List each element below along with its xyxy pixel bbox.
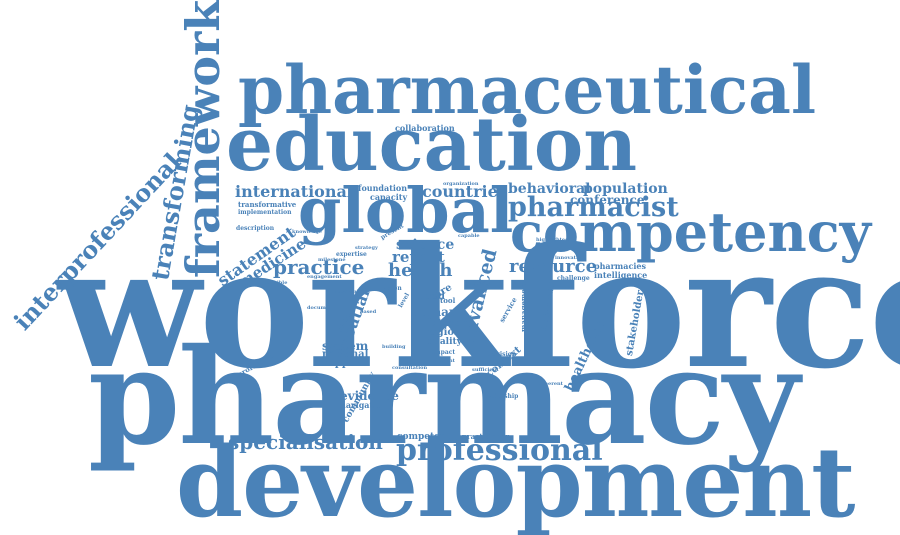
word-description: description xyxy=(236,225,275,232)
word-future: future xyxy=(426,318,462,329)
word-activity: activity xyxy=(470,281,491,287)
word-coherent: coherent xyxy=(538,381,563,387)
word-workforce: workforce xyxy=(58,211,900,406)
word-foundation: foundation xyxy=(358,183,408,193)
word-report: report xyxy=(392,248,445,266)
word-management: management xyxy=(519,280,528,332)
word-education: education xyxy=(226,102,638,188)
word-quality: quality xyxy=(427,337,462,347)
word-leadership: leadership xyxy=(483,393,519,400)
word-based: based xyxy=(360,309,377,315)
word-competent: competent xyxy=(397,432,451,442)
word-region: region xyxy=(425,327,462,338)
word-relevant: relevant xyxy=(432,358,455,364)
word-implementation: implementation xyxy=(238,209,292,216)
word-development: development xyxy=(176,426,855,535)
word-building: building xyxy=(382,344,406,350)
word-intelligence: intelligence xyxy=(594,270,648,280)
word-specialisation: specialisation xyxy=(228,430,383,454)
word-practitioner: practitioner xyxy=(462,432,510,441)
word-resource: resource xyxy=(509,256,598,277)
word-strategy: strategy xyxy=(355,245,378,251)
word-pharmaceutical: pharmaceutical xyxy=(238,51,817,129)
word-innovation: innovation xyxy=(555,255,585,261)
word-document: document xyxy=(307,305,335,311)
word-navigation: navigation xyxy=(340,400,388,410)
word-national: national xyxy=(322,349,369,360)
word-expertise: expertise xyxy=(336,251,367,258)
word-support: support xyxy=(322,358,366,369)
word-vision: vision xyxy=(382,285,402,292)
word-sufficient: sufficient xyxy=(472,367,499,373)
word-behavioral: behavioral xyxy=(508,181,591,197)
word-countrie: countrie xyxy=(422,182,498,201)
word-pharmacy: pharmacy xyxy=(88,320,800,475)
word-capable: capable xyxy=(458,233,480,239)
word-organization: organization xyxy=(443,181,479,187)
word-consultation: consultation xyxy=(392,365,428,371)
word-competency: competency xyxy=(510,200,871,264)
word-engagement: engagement xyxy=(307,274,342,280)
word-transformative: transformative xyxy=(238,200,297,209)
word-milestone: milestone xyxy=(318,257,346,263)
word-health: health xyxy=(388,260,453,281)
word-pharmacies: pharmacies xyxy=(594,261,646,271)
word-collaboration: collaboration xyxy=(395,123,455,133)
word-need: need xyxy=(418,291,445,302)
word-challenge: challenge xyxy=(557,275,590,282)
word-population: population xyxy=(583,181,668,197)
word-knowledge: knowledge xyxy=(292,229,322,235)
word-evidence: evidence xyxy=(340,389,399,403)
word-capacity: capacity xyxy=(370,192,408,202)
word-international: international xyxy=(235,182,353,201)
word-global: global xyxy=(298,174,514,247)
word-practice: practice xyxy=(273,255,365,279)
word-academic: academic xyxy=(335,289,362,295)
word-conference: conference xyxy=(570,193,645,207)
word-responsible: responsible xyxy=(255,280,288,286)
word-highlighted: highlighted xyxy=(536,237,569,243)
word-pharmacist: pharmacist xyxy=(508,192,679,223)
word-tool: tool xyxy=(440,296,456,305)
word-impact: impact xyxy=(432,349,456,356)
word-system: system xyxy=(322,339,369,353)
word-science: science xyxy=(396,237,455,253)
word-provision: provision xyxy=(485,351,517,358)
word-human: human xyxy=(411,305,458,319)
word-professional: professional xyxy=(396,433,603,468)
